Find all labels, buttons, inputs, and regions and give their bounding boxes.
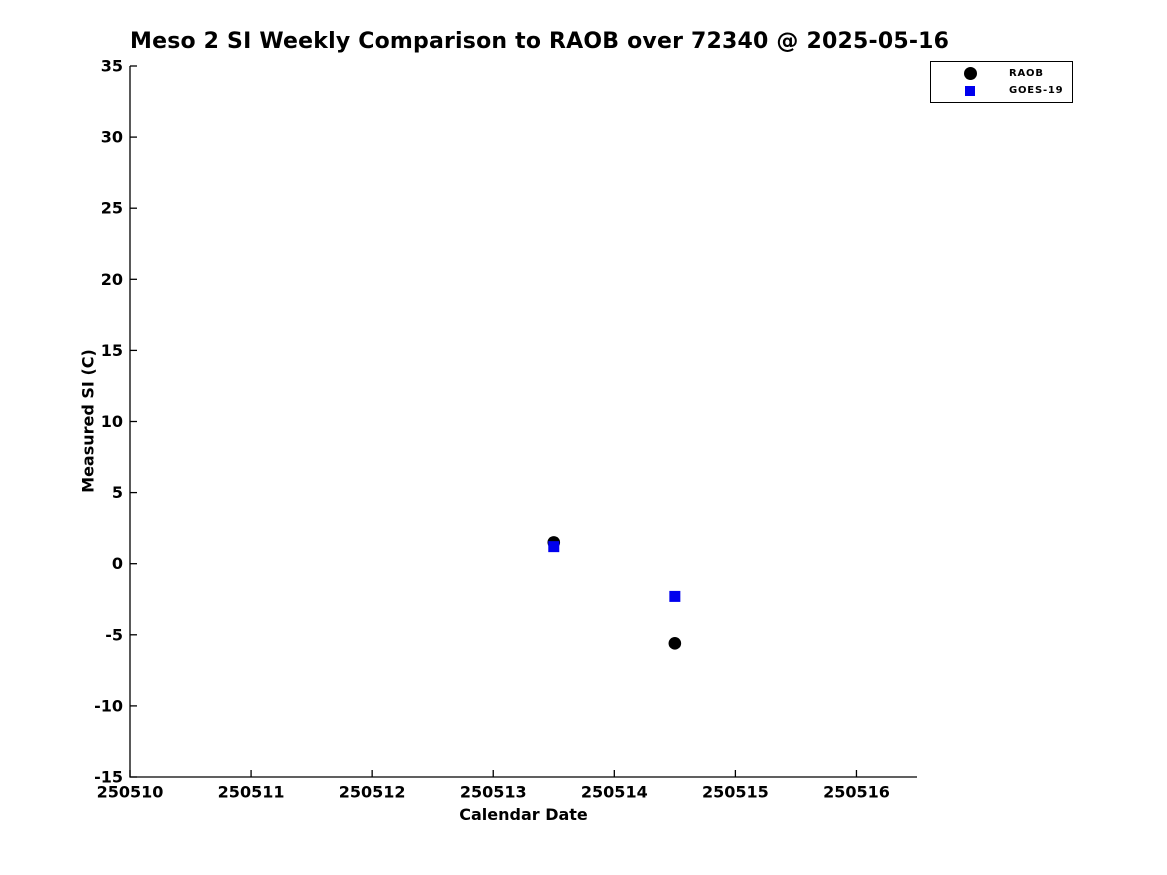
x-tick-label: 250513 [460,783,527,802]
x-tick-label: 250510 [97,783,164,802]
legend-label-raob: RAOB [1009,68,1044,79]
chart-title: Meso 2 SI Weekly Comparison to RAOB over… [130,29,950,54]
y-tick-label: 5 [112,483,123,502]
x-axis-label: Calendar Date [459,805,588,824]
x-tick-label: 250516 [823,783,890,802]
y-tick-label: 0 [112,554,123,573]
legend-marker-cell [931,85,1009,96]
legend-item-raob: RAOB [931,67,1072,81]
legend-marker-cell [931,67,1009,80]
data-point-raob [668,637,682,650]
y-tick-label: 20 [101,270,123,289]
legend-item-goes19: GOES-19 [931,84,1072,98]
x-tick-label: 250515 [702,783,769,802]
legend: RAOB GOES-19 [930,61,1073,103]
x-tick-label: 250512 [339,783,406,802]
y-tick-label: -5 [105,625,123,644]
goes19-square-marker-icon [965,85,975,96]
y-tick-label: -15 [94,768,123,787]
x-tick-label: 250511 [218,783,285,802]
y-tick-label: 10 [101,412,123,431]
y-tick-label: 35 [101,57,123,76]
y-tick-label: 15 [101,341,123,360]
y-tick-label: -10 [94,696,123,715]
y-tick-label: 30 [101,128,123,147]
axis-spines [129,66,917,778]
data-point-goes-19 [548,541,560,553]
raob-circle-marker-icon [963,67,977,80]
data-point-goes-19 [669,590,681,602]
y-tick-label: 25 [101,199,123,218]
x-tick-label: 250514 [581,783,648,802]
legend-label-goes19: GOES-19 [1009,85,1064,96]
